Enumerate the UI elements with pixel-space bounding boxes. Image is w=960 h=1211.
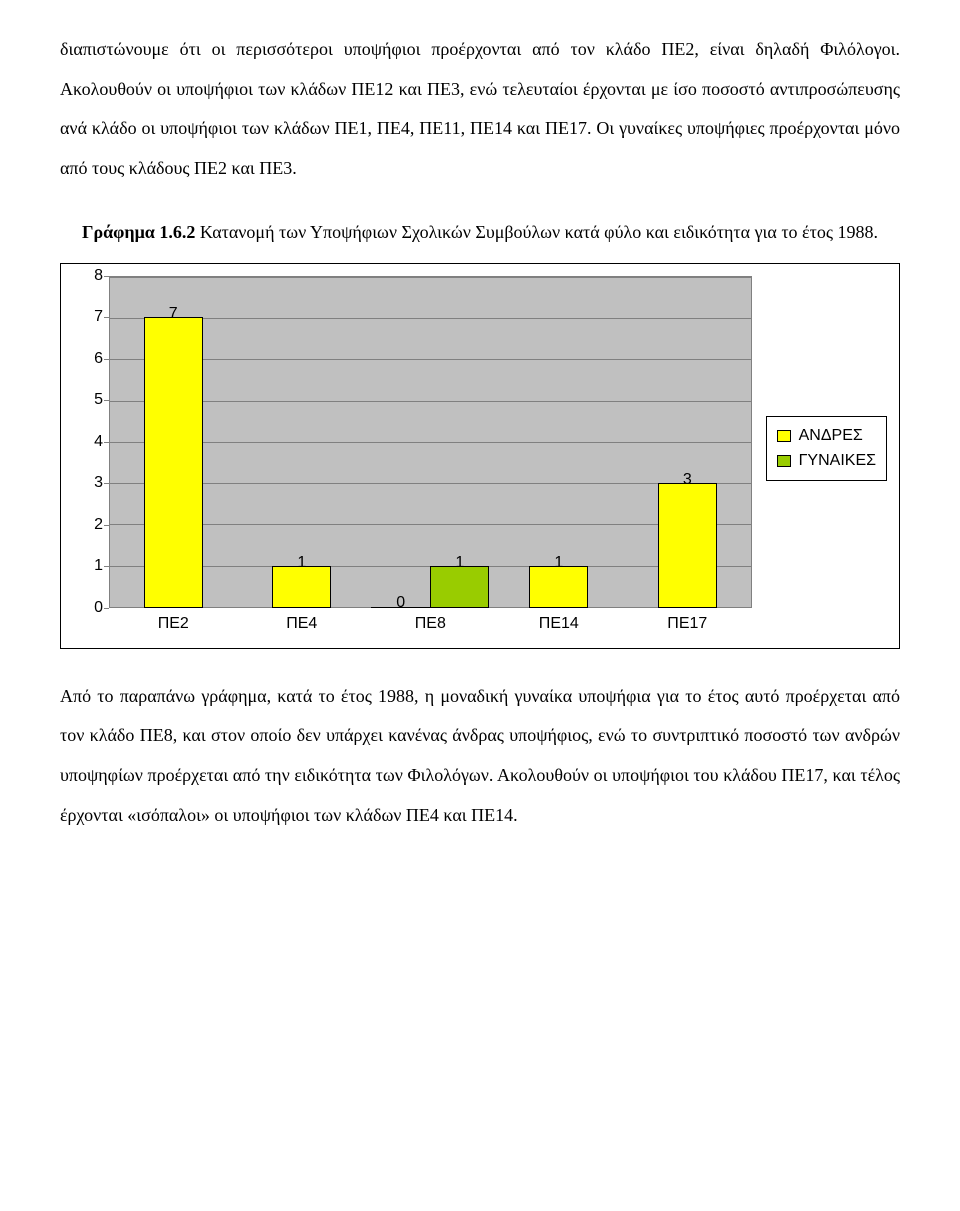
chart-plot-area: 710113 ΠΕ2ΠΕ4ΠΕ8ΠΕ14ΠΕ17 012345678 bbox=[73, 276, 752, 636]
bar-value-label: 1 bbox=[554, 545, 563, 580]
paragraph-analysis: Από το παραπάνω γράφημα, κατά το έτος 19… bbox=[60, 677, 900, 835]
y-tick-label: 4 bbox=[73, 434, 103, 450]
bar-value-label: 3 bbox=[683, 462, 692, 497]
category-ΠΕ2: 7 bbox=[109, 276, 238, 608]
y-tick-mark bbox=[104, 317, 109, 318]
paragraph-intro: διαπιστώνουμε ότι οι περισσότεροι υποψήφ… bbox=[60, 30, 900, 188]
x-label-ΠΕ17: ΠΕ17 bbox=[623, 612, 752, 636]
category-ΠΕ17: 3 bbox=[623, 276, 752, 608]
y-tick-label: 5 bbox=[73, 392, 103, 408]
y-tick-mark bbox=[104, 400, 109, 401]
x-label-ΠΕ8: ΠΕ8 bbox=[366, 612, 495, 636]
bar-ΑΝΔΡΕΣ-ΠΕ8: 0 bbox=[371, 607, 430, 608]
y-tick-mark bbox=[104, 525, 109, 526]
y-tick-mark bbox=[104, 566, 109, 567]
y-tick-label: 8 bbox=[73, 268, 103, 284]
y-tick-mark bbox=[104, 359, 109, 360]
chart-container: 710113 ΠΕ2ΠΕ4ΠΕ8ΠΕ14ΠΕ17 012345678 ΑΝΔΡΕ… bbox=[60, 263, 900, 649]
category-ΠΕ14: 1 bbox=[495, 276, 624, 608]
category-ΠΕ4: 1 bbox=[238, 276, 367, 608]
legend-item-ΓΥΝΑΙΚΕΣ: ΓΥΝΑΙΚΕΣ bbox=[777, 448, 876, 474]
bar-ΑΝΔΡΕΣ-ΠΕ4: 1 bbox=[272, 566, 331, 608]
x-label-ΠΕ2: ΠΕ2 bbox=[109, 612, 238, 636]
bar-ΑΝΔΡΕΣ-ΠΕ2: 7 bbox=[144, 317, 203, 608]
y-tick-label: 0 bbox=[73, 600, 103, 616]
y-tick-label: 3 bbox=[73, 475, 103, 491]
caption-bold: Γράφημα 1.6.2 bbox=[82, 222, 195, 242]
bar-value-label: 1 bbox=[297, 545, 306, 580]
legend-swatch bbox=[777, 430, 791, 442]
category-ΠΕ8: 01 bbox=[366, 276, 495, 608]
chart-caption: Γράφημα 1.6.2 Κατανομή των Υποψήφιων Σχο… bbox=[60, 216, 900, 248]
y-tick-label: 1 bbox=[73, 558, 103, 574]
legend-swatch bbox=[777, 455, 791, 467]
y-tick-label: 6 bbox=[73, 351, 103, 367]
chart-legend: ΑΝΔΡΕΣΓΥΝΑΙΚΕΣ bbox=[766, 416, 887, 481]
y-tick-mark bbox=[104, 608, 109, 609]
bar-ΓΥΝΑΙΚΕΣ-ΠΕ8: 1 bbox=[430, 566, 489, 608]
bar-value-label: 1 bbox=[455, 545, 464, 580]
x-label-ΠΕ14: ΠΕ14 bbox=[495, 612, 624, 636]
legend-item-ΑΝΔΡΕΣ: ΑΝΔΡΕΣ bbox=[777, 423, 876, 449]
y-tick-mark bbox=[104, 483, 109, 484]
x-label-ΠΕ4: ΠΕ4 bbox=[238, 612, 367, 636]
legend-label: ΑΝΔΡΕΣ bbox=[799, 423, 863, 449]
y-tick-mark bbox=[104, 442, 109, 443]
bar-ΑΝΔΡΕΣ-ΠΕ14: 1 bbox=[529, 566, 588, 608]
y-tick-label: 7 bbox=[73, 309, 103, 325]
bar-ΑΝΔΡΕΣ-ΠΕ17: 3 bbox=[658, 483, 717, 608]
caption-rest: Κατανομή των Υποψήφιων Σχολικών Συμβούλω… bbox=[195, 222, 878, 242]
y-tick-mark bbox=[104, 276, 109, 277]
legend-label: ΓΥΝΑΙΚΕΣ bbox=[799, 448, 876, 474]
bar-value-label: 7 bbox=[169, 296, 178, 331]
y-tick-label: 2 bbox=[73, 517, 103, 533]
